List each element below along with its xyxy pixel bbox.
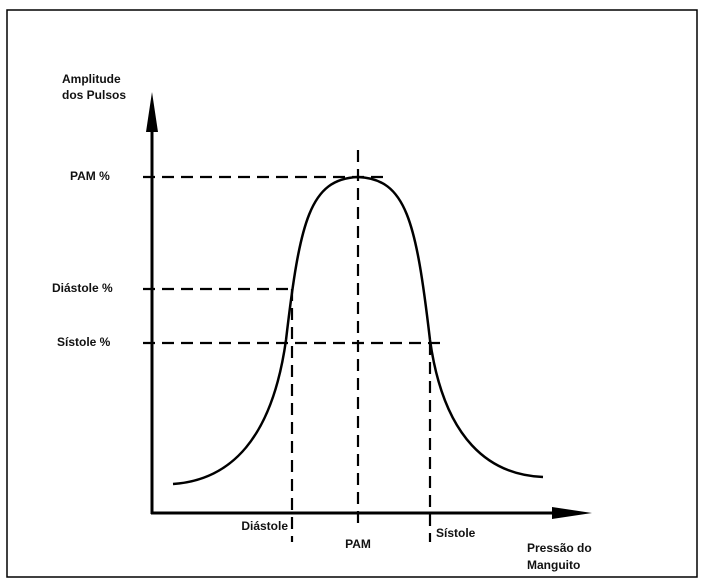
x-axis-label: Pressão do xyxy=(527,541,592,555)
y-marker-label: PAM % xyxy=(70,169,110,183)
x-marker-label: PAM xyxy=(345,537,371,551)
x-marker-label: Sístole xyxy=(436,526,476,540)
y-axis-label: dos Pulsos xyxy=(62,88,126,102)
x-arrow xyxy=(552,507,592,519)
pulse-curve xyxy=(172,175,544,486)
y-marker-label: Diástole % xyxy=(52,281,113,295)
y-axis-label: Amplitude xyxy=(62,72,121,86)
y-marker-label: Sístole % xyxy=(57,335,111,349)
y-arrow xyxy=(146,92,158,132)
x-marker-label: Diástole xyxy=(241,519,288,533)
frame xyxy=(6,9,698,578)
x-axis-label: Manguito xyxy=(527,558,580,572)
